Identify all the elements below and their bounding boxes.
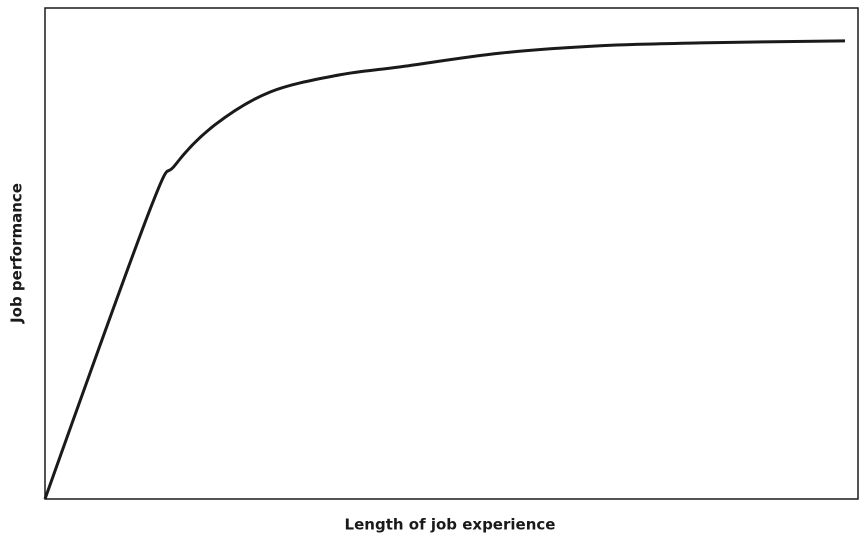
- x-axis-label: Length of job experience: [345, 516, 556, 534]
- plot-frame: [44, 7, 859, 500]
- data-line: [43, 39, 846, 500]
- y-axis-label: Job performance: [8, 183, 26, 324]
